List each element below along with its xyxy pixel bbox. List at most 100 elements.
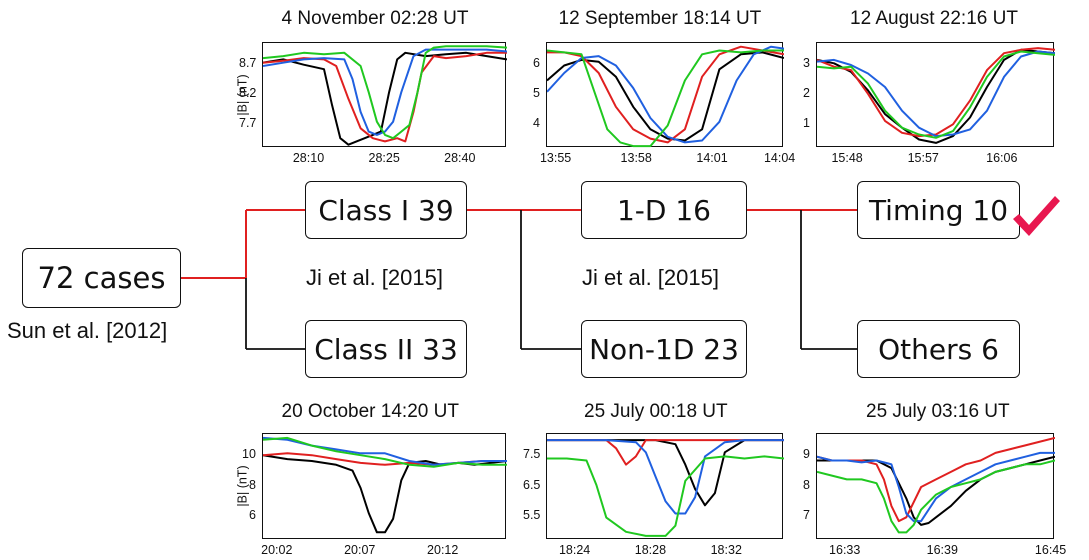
series-line bbox=[263, 51, 507, 143]
y-tick-label: 6.5 bbox=[523, 477, 541, 492]
plot-frame bbox=[816, 433, 1055, 539]
others-label: Others 6 bbox=[878, 332, 999, 366]
y-tick-label: 3 bbox=[803, 56, 810, 71]
plot-svg bbox=[547, 439, 784, 537]
root-cases-box: 72 cases bbox=[22, 248, 181, 308]
root-branch-connector bbox=[180, 209, 306, 279]
x-tick-label: 14:04 bbox=[763, 151, 796, 165]
series-line bbox=[817, 47, 1055, 138]
series-line bbox=[817, 455, 1055, 526]
plot-frame bbox=[262, 42, 507, 147]
x-tick-label: 18:24 bbox=[558, 543, 591, 557]
non-one-d-box: Non-1D 23 bbox=[581, 320, 747, 378]
split-two-citation: Ji et al. [2015] bbox=[582, 265, 719, 290]
x-tick-label: 16:06 bbox=[986, 151, 1018, 165]
series-line bbox=[263, 454, 507, 534]
x-tick-label: 15:48 bbox=[831, 151, 863, 165]
plot-frame bbox=[816, 42, 1055, 147]
plot-svg bbox=[547, 45, 784, 148]
x-tick-label: 18:28 bbox=[634, 543, 667, 557]
class-two-box: Class II 33 bbox=[305, 320, 467, 378]
x-tick-label: 28:25 bbox=[368, 151, 400, 165]
series-line bbox=[817, 48, 1055, 144]
x-tick-label: 13:55 bbox=[539, 151, 572, 165]
plot-svg bbox=[263, 436, 507, 534]
timing-label: Timing 10 bbox=[868, 193, 1009, 227]
y-tick-label: 4 bbox=[533, 116, 540, 131]
x-tick-label: 14:01 bbox=[696, 151, 728, 165]
y-tick-label: 1 bbox=[803, 116, 810, 131]
x-tick-label: 16:39 bbox=[926, 543, 958, 557]
series-line bbox=[547, 455, 784, 537]
split-one-citation: Ji et al. [2015] bbox=[306, 265, 443, 290]
series-line bbox=[263, 51, 507, 146]
timing-box: Timing 10 bbox=[857, 181, 1020, 239]
y-tick-label: 6 bbox=[533, 56, 540, 71]
y-axis-label: |B| (nT) bbox=[235, 73, 250, 116]
checkmark-icon bbox=[1013, 196, 1060, 236]
y-tick-label: 6 bbox=[249, 508, 256, 523]
non-one-d-label: Non-1D 23 bbox=[589, 332, 739, 366]
one-d-label: 1-D 16 bbox=[616, 193, 711, 227]
series-line bbox=[817, 459, 1055, 534]
series-line bbox=[817, 50, 1055, 139]
series-line bbox=[263, 45, 507, 140]
plot-title: 12 August 22:16 UT bbox=[850, 8, 1018, 29]
x-tick-label: 28:10 bbox=[292, 151, 325, 165]
series-line bbox=[547, 45, 784, 144]
plot-svg bbox=[263, 45, 507, 146]
y-tick-label: 8.2 bbox=[239, 86, 257, 101]
x-tick-label: 15:57 bbox=[907, 151, 939, 165]
y-axis-label: |B| (nT) bbox=[235, 465, 250, 507]
series-line bbox=[263, 436, 507, 468]
others-box: Others 6 bbox=[857, 320, 1020, 378]
plot-title: 25 July 00:18 UT bbox=[584, 401, 728, 422]
x-tick-label: 16:45 bbox=[1034, 543, 1067, 557]
x-tick-label: 20:02 bbox=[261, 543, 293, 557]
series-line bbox=[817, 436, 1055, 523]
one-d-box: 1-D 16 bbox=[581, 181, 747, 239]
series-line bbox=[547, 439, 784, 507]
y-tick-label: 9 bbox=[803, 447, 810, 462]
x-tick-label: 20:07 bbox=[344, 543, 376, 557]
root-citation: Sun et al. [2012] bbox=[7, 318, 168, 343]
plot-title: 25 July 03:16 UT bbox=[866, 401, 1010, 422]
y-tick-label: 2 bbox=[803, 86, 810, 101]
x-tick-label: 16:33 bbox=[829, 543, 861, 557]
x-tick-label: 13:58 bbox=[620, 151, 652, 165]
plot-frame bbox=[546, 42, 784, 148]
series-line bbox=[817, 50, 1055, 138]
plot-title: 4 November 02:28 UT bbox=[281, 8, 469, 29]
plot-svg bbox=[817, 436, 1055, 534]
y-tick-label: 7.5 bbox=[523, 447, 541, 462]
y-tick-label: 7 bbox=[803, 508, 810, 523]
y-tick-label: 8 bbox=[803, 477, 810, 492]
series-line bbox=[547, 45, 784, 144]
root-class-two-connector bbox=[245, 278, 306, 350]
plot-title: 12 September 18:14 UT bbox=[558, 8, 762, 29]
x-tick-label: 28:40 bbox=[444, 151, 476, 165]
plot-title: 20 October 14:20 UT bbox=[281, 401, 459, 422]
x-tick-label: 18:32 bbox=[710, 543, 742, 557]
y-tick-label: 8 bbox=[249, 477, 256, 492]
series-line bbox=[547, 49, 784, 148]
root-cases-label: 72 cases bbox=[37, 261, 166, 295]
plot-frame bbox=[262, 433, 507, 539]
x-tick-label: 20:12 bbox=[427, 543, 459, 557]
class-two-label: Class II 33 bbox=[314, 332, 458, 366]
one-d-others-connector bbox=[800, 210, 858, 350]
y-tick-label: 10 bbox=[242, 447, 256, 462]
plot-frame bbox=[546, 433, 784, 539]
series-line bbox=[547, 439, 784, 515]
plot-svg bbox=[817, 47, 1055, 144]
y-tick-label: 5 bbox=[533, 86, 540, 101]
series-line bbox=[817, 451, 1055, 523]
y-tick-label: 7.7 bbox=[239, 116, 257, 131]
class-one-box: Class I 39 bbox=[305, 181, 467, 239]
class-one-label: Class I 39 bbox=[318, 193, 454, 227]
series-line bbox=[263, 48, 507, 136]
y-tick-label: 5.5 bbox=[523, 508, 541, 523]
class-one-non-one-d-connector bbox=[520, 210, 582, 350]
y-tick-label: 8.7 bbox=[239, 56, 257, 71]
